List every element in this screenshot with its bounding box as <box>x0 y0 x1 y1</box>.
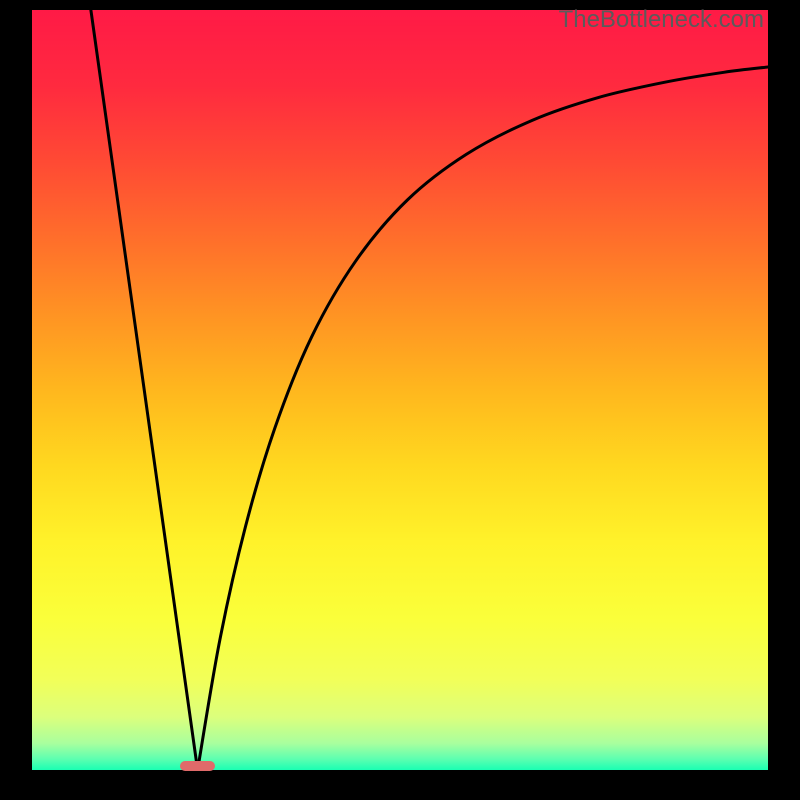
right-rising-curve <box>198 67 768 770</box>
valley-marker <box>180 761 215 771</box>
chart-container: TheBottleneck.com <box>0 0 800 800</box>
bottleneck-curve <box>0 0 800 800</box>
left-descending-line <box>91 10 198 770</box>
